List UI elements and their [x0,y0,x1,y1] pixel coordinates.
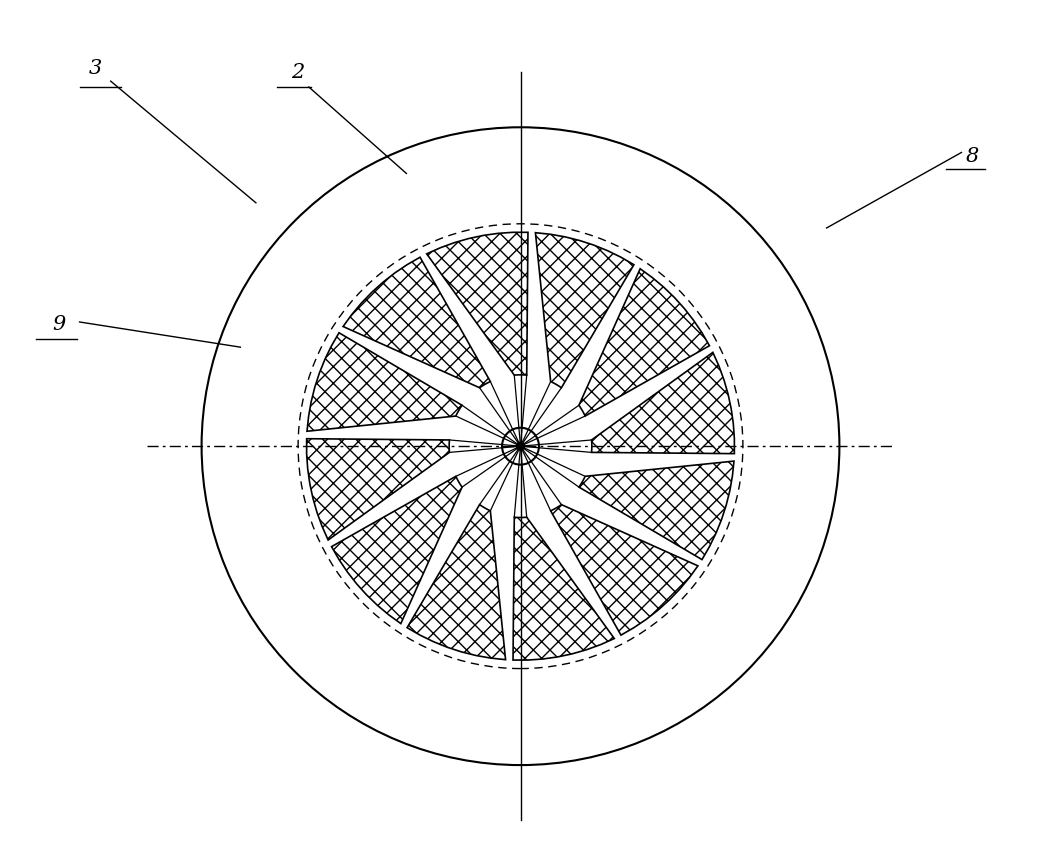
Polygon shape [579,461,734,560]
Polygon shape [344,257,490,388]
Polygon shape [535,232,634,388]
Polygon shape [579,269,710,416]
Polygon shape [307,439,450,540]
Polygon shape [427,232,528,376]
Polygon shape [591,352,734,454]
Text: 9: 9 [52,315,66,334]
Text: 8: 8 [965,147,979,166]
Polygon shape [407,504,506,659]
Polygon shape [551,504,697,635]
Polygon shape [513,517,614,660]
Polygon shape [331,477,462,624]
Text: 3: 3 [88,59,102,78]
Text: 2: 2 [290,63,304,83]
Circle shape [516,442,525,450]
Polygon shape [307,333,462,431]
